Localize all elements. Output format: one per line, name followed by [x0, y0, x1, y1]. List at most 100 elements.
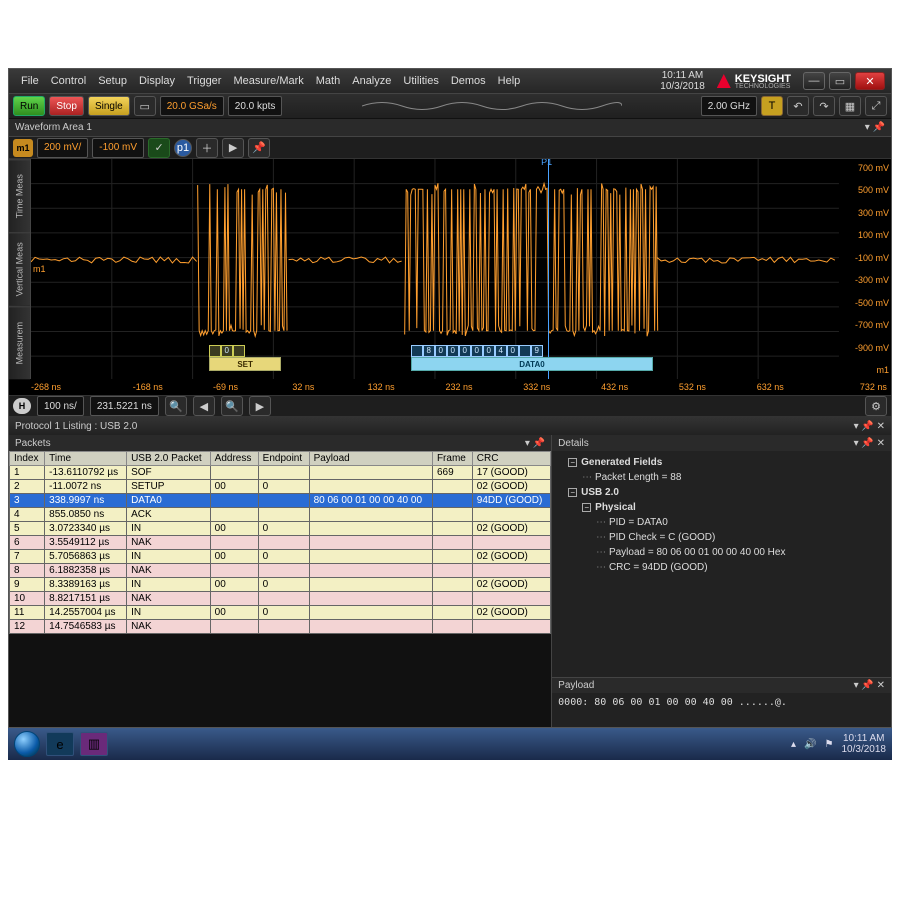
- payload-title: Payload: [558, 680, 594, 691]
- channel-pin-icon[interactable]: 📌: [248, 138, 270, 158]
- redo-icon[interactable]: ↷: [813, 96, 835, 116]
- menu-file[interactable]: File: [15, 75, 45, 87]
- horiz-badge[interactable]: H: [13, 398, 31, 414]
- packets-table-wrap[interactable]: IndexTimeUSB 2.0 PacketAddressEndpointPa…: [9, 451, 551, 727]
- stop-button[interactable]: Stop: [49, 96, 84, 116]
- col-endpoint[interactable]: Endpoint: [258, 452, 309, 466]
- table-row[interactable]: 75.7056863 µsIN00002 (GOOD): [10, 550, 551, 564]
- x-tick: 432 ns: [576, 382, 654, 392]
- delay-readout[interactable]: 231.5221 ns: [90, 396, 159, 416]
- menu-display[interactable]: Display: [133, 75, 181, 87]
- col-index[interactable]: Index: [10, 452, 45, 466]
- table-row[interactable]: 4855.0850 nsACK: [10, 508, 551, 522]
- menu-analyze[interactable]: Analyze: [346, 75, 397, 87]
- system-tray[interactable]: ▴ 🔊 ⚑ 10:11 AM 10/3/2018: [791, 733, 886, 755]
- table-row[interactable]: 53.0723340 µsIN00002 (GOOD): [10, 522, 551, 536]
- menu-setup[interactable]: Setup: [92, 75, 133, 87]
- close-button[interactable]: ✕: [855, 72, 885, 90]
- col-frame[interactable]: Frame: [432, 452, 472, 466]
- single-button[interactable]: Single: [88, 96, 130, 116]
- packets-pin-icon[interactable]: ▾ 📌: [525, 438, 545, 449]
- minimize-button[interactable]: —: [803, 72, 825, 90]
- menu-bar: FileControlSetupDisplayTriggerMeasure/Ma…: [9, 69, 891, 93]
- payload-pin-icon[interactable]: ▾ 📌 ✕: [854, 680, 885, 691]
- col-payload[interactable]: Payload: [309, 452, 432, 466]
- details-tree[interactable]: −Generated Fields ⋯ Packet Length = 88 −…: [552, 451, 891, 677]
- brand-sub: TECHNOLOGIES: [735, 83, 791, 90]
- table-row[interactable]: 3338.9997 nsDATA080 06 00 01 00 00 40 00…: [10, 494, 551, 508]
- tray-volume-icon[interactable]: 🔊: [804, 739, 816, 750]
- start-orb[interactable]: [14, 731, 40, 757]
- tree-generated-fields: Generated Fields: [581, 457, 662, 468]
- multiwindow-icon[interactable]: ▦: [839, 96, 861, 116]
- main-toolbar: Run Stop Single ▭ 20.0 GSa/s 20.0 kpts 2…: [9, 93, 891, 119]
- menu-help[interactable]: Help: [492, 75, 527, 87]
- x-tick: 232 ns: [420, 382, 498, 392]
- vdiv-readout[interactable]: 200 mV/: [37, 138, 88, 158]
- packets-table: IndexTimeUSB 2.0 PacketAddressEndpointPa…: [9, 451, 551, 634]
- zoom-icon[interactable]: 🔍: [165, 396, 187, 416]
- channel-enable-checkbox[interactable]: ✓: [148, 138, 170, 158]
- waveform-plot[interactable]: P1 m1 0 SET 800000409 DATA0: [31, 159, 839, 379]
- table-row[interactable]: 2-11.0072 nsSETUP00002 (GOOD): [10, 480, 551, 494]
- tray-up-icon[interactable]: ▴: [791, 739, 796, 750]
- tree-crc: CRC = 94DD (GOOD): [609, 562, 708, 573]
- col-address[interactable]: Address: [210, 452, 258, 466]
- windows-taskbar: e ▥ ▴ 🔊 ⚑ 10:11 AM 10/3/2018: [8, 728, 892, 760]
- sample-rate-readout[interactable]: 20.0 GSa/s: [160, 96, 224, 116]
- tdiv-readout[interactable]: 100 ns/: [37, 396, 84, 416]
- probe-badge[interactable]: p1: [174, 139, 192, 157]
- horiz-prev-icon[interactable]: ◀: [193, 396, 215, 416]
- details-pin-icon[interactable]: ▾ 📌 ✕: [854, 438, 885, 449]
- col-crc[interactable]: CRC: [472, 452, 550, 466]
- run-button[interactable]: Run: [13, 96, 45, 116]
- menu-measuremark[interactable]: Measure/Mark: [227, 75, 309, 87]
- add-channel-icon[interactable]: ＋: [196, 138, 218, 158]
- col-usb20packet[interactable]: USB 2.0 Packet: [127, 452, 211, 466]
- menu-control[interactable]: Control: [45, 75, 92, 87]
- table-row[interactable]: 108.8217151 µsNAK: [10, 592, 551, 606]
- table-row[interactable]: 63.5549112 µsNAK: [10, 536, 551, 550]
- packets-panel: Packets ▾ 📌 IndexTimeUSB 2.0 PacketAddre…: [9, 435, 552, 727]
- table-row[interactable]: 1114.2557004 µsIN00002 (GOOD): [10, 606, 551, 620]
- taskbar-app-icon[interactable]: ▥: [80, 732, 108, 756]
- mem-depth-readout[interactable]: 20.0 kpts: [228, 96, 283, 116]
- protocol-pin-icon[interactable]: ▾ 📌 ✕: [854, 421, 885, 432]
- undo-icon[interactable]: ↶: [787, 96, 809, 116]
- menu-math[interactable]: Math: [310, 75, 346, 87]
- table-row[interactable]: 98.3389163 µsIN00002 (GOOD): [10, 578, 551, 592]
- channel-badge-m1[interactable]: m1: [13, 139, 33, 157]
- offset-readout[interactable]: -100 mV: [92, 138, 144, 158]
- settings-icon[interactable]: ⚙: [865, 396, 887, 416]
- menu-utilities[interactable]: Utilities: [397, 75, 444, 87]
- taskbar-ie-icon[interactable]: e: [46, 732, 74, 756]
- side-tab-time-meas[interactable]: Time Meas: [9, 159, 30, 232]
- table-row[interactable]: 1214.7546583 µsNAK: [10, 620, 551, 634]
- acq-mode-icon[interactable]: ▭: [134, 96, 156, 116]
- menu-demos[interactable]: Demos: [445, 75, 492, 87]
- payload-hex[interactable]: 0000: 80 06 00 01 00 00 40 00 ......@.: [552, 693, 891, 727]
- table-row[interactable]: 1-13.6110792 µsSOF66917 (GOOD): [10, 466, 551, 480]
- col-time[interactable]: Time: [45, 452, 127, 466]
- protocol-title: Protocol 1 Listing : USB 2.0: [15, 421, 137, 432]
- y-tick: -100 mV: [841, 253, 889, 263]
- horiz-search-icon[interactable]: 🔍: [221, 396, 243, 416]
- side-tab-measurements[interactable]: Measurem: [9, 306, 30, 379]
- maximize-button[interactable]: ▭: [829, 72, 851, 90]
- table-row[interactable]: 86.1882358 µsNAK: [10, 564, 551, 578]
- tray-flag-icon[interactable]: ⚑: [825, 739, 834, 750]
- horiz-next-icon[interactable]: ▶: [249, 396, 271, 416]
- side-tab-vertical-meas[interactable]: Vertical Meas: [9, 232, 30, 305]
- menu-trigger[interactable]: Trigger: [181, 75, 227, 87]
- clock-date: 10/3/2018: [660, 81, 705, 92]
- waveform-pin-icon[interactable]: ▾ 📌: [865, 122, 885, 133]
- app-window: FileControlSetupDisplayTriggerMeasure/Ma…: [8, 68, 892, 728]
- y-tick: 700 mV: [841, 163, 889, 173]
- autoscale-icon[interactable]: ⤢: [865, 96, 887, 116]
- channel-next-icon[interactable]: ▶: [222, 138, 244, 158]
- y-tick: -500 mV: [841, 298, 889, 308]
- trigger-badge[interactable]: T: [761, 96, 783, 116]
- waveform-area-title: Waveform Area 1: [15, 122, 92, 133]
- y-tick: -300 mV: [841, 275, 889, 285]
- bandwidth-readout[interactable]: 2.00 GHz: [701, 96, 757, 116]
